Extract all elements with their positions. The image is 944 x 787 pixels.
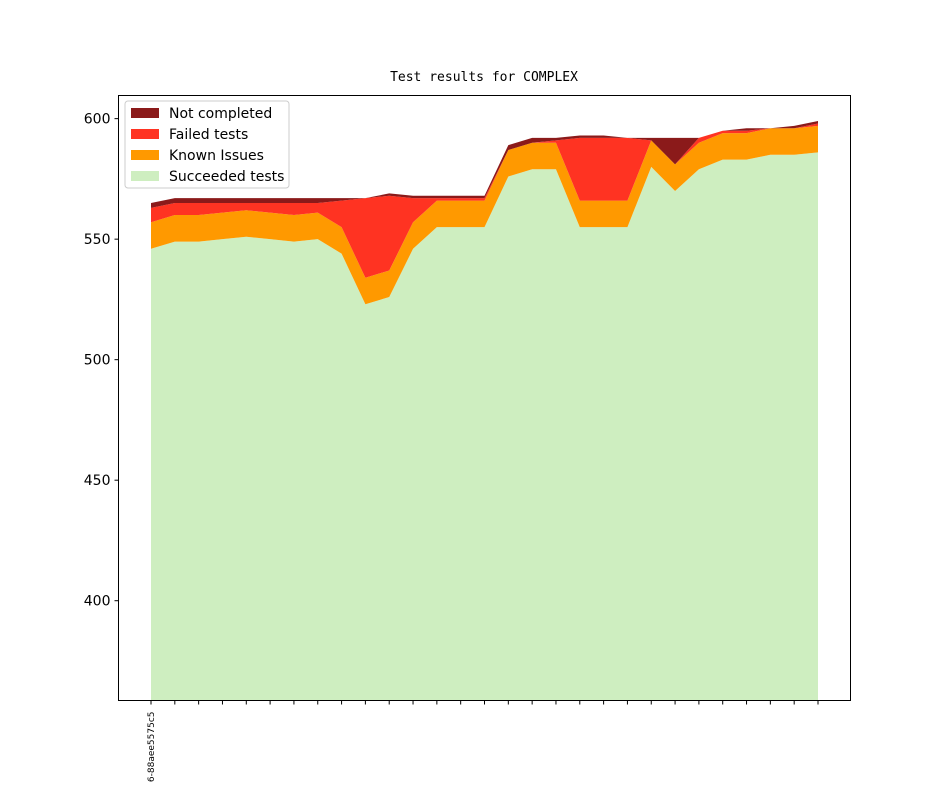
- area: [151, 125, 818, 305]
- chart-title: Test results for COMPLEX: [390, 70, 578, 85]
- area: [151, 152, 818, 701]
- x-tick-label: 6-88aee5575c5: [147, 712, 157, 783]
- legend-swatch: [131, 150, 159, 160]
- area: [151, 121, 818, 208]
- y-tick-label: 400: [84, 594, 111, 610]
- legend-swatch: [131, 108, 159, 118]
- legend-label: Known Issues: [169, 148, 264, 164]
- legend-label: Not completed: [169, 106, 272, 122]
- legend-swatch: [131, 129, 159, 139]
- y-tick-label: 500: [84, 353, 111, 369]
- legend-swatch: [131, 171, 159, 181]
- y-tick-label: 550: [84, 232, 111, 248]
- plot-area: [151, 121, 818, 701]
- legend-label: Failed tests: [169, 127, 248, 143]
- legend: Not completed Failed tests Known Issues Suc…: [124, 100, 290, 189]
- y-tick-label: 600: [84, 112, 111, 128]
- legend-label: Succeeded tests: [169, 169, 284, 185]
- legend-box: [124, 100, 290, 189]
- y-tick-label: 450: [84, 473, 111, 489]
